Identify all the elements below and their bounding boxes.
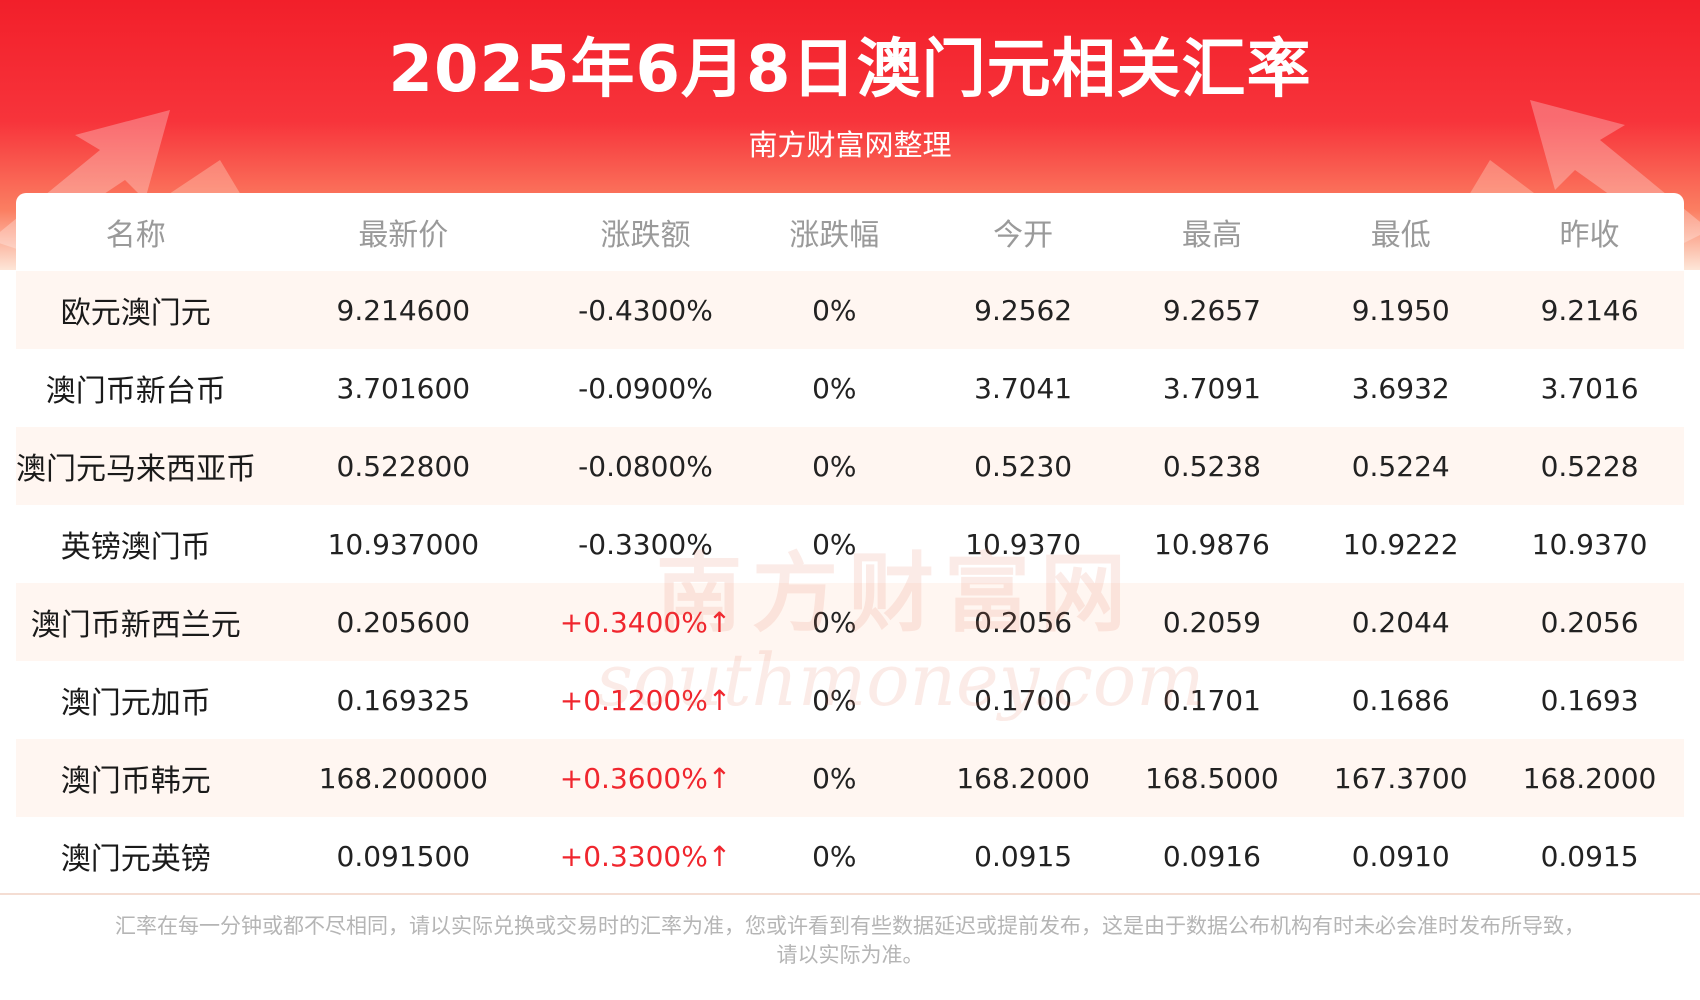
prev-close-price: 168.2000: [1522, 761, 1657, 795]
change-percent: 0%: [812, 761, 857, 795]
column-header-low: 最低: [1370, 218, 1431, 253]
column-header-prev-close: 昨收: [1559, 218, 1620, 253]
prev-close-price: 0.5228: [1540, 449, 1639, 483]
change-percent: 0%: [812, 449, 857, 483]
column-header-open: 今开: [993, 218, 1054, 253]
open-price: 0.5230: [974, 449, 1073, 483]
change-percent: 0%: [812, 293, 857, 327]
table-row: 英镑澳门币 10.937000 -0.3300% 0% 10.9370 10.9…: [16, 505, 1684, 583]
open-price: 9.2562: [974, 293, 1073, 327]
table-row: 澳门元英镑 0.091500 +0.3300%↑ 0% 0.0915 0.091…: [16, 817, 1684, 893]
latest-price: 3.701600: [336, 371, 471, 405]
currency-pair-name: 澳门元加币: [60, 686, 211, 721]
disclaimer: 汇率在每一分钟或都不尽相同，请以实际兑换或交易时的汇率为准，您或许看到有些数据延…: [70, 912, 1630, 970]
latest-price: 168.200000: [318, 761, 488, 795]
table-row: 欧元澳门元 9.214600 -0.4300% 0% 9.2562 9.2657…: [16, 271, 1684, 349]
open-price: 0.2056: [974, 605, 1073, 639]
prev-close-price: 0.1693: [1540, 683, 1639, 717]
high-price: 0.5238: [1162, 449, 1261, 483]
open-price: 168.2000: [956, 761, 1090, 795]
column-header-change: 涨跌额: [600, 218, 691, 253]
latest-price: 0.205600: [336, 605, 471, 639]
latest-price: 0.169325: [336, 683, 471, 717]
change-percent: 0%: [812, 527, 857, 561]
prev-close-price: 0.2056: [1540, 605, 1639, 639]
table-row: 澳门币新台币 3.701600 -0.0900% 0% 3.7041 3.709…: [16, 349, 1684, 427]
table-row: 澳门元加币 0.169325 +0.1200%↑ 0% 0.1700 0.170…: [16, 661, 1684, 739]
high-price: 0.2059: [1162, 605, 1261, 639]
high-price: 10.9876: [1154, 527, 1270, 561]
change-amount: -0.0800%: [578, 449, 713, 483]
change-percent: 0%: [812, 683, 857, 717]
open-price: 10.9370: [965, 527, 1082, 561]
rates-table-card: 名称 最新价 涨跌额 涨跌幅 今开 最高 最低 昨收 欧元澳门元 9.21460…: [16, 193, 1684, 893]
change-amount: -0.3300%: [578, 527, 713, 561]
rates-table: 名称 最新价 涨跌额 涨跌幅 今开 最高 最低 昨收 欧元澳门元 9.21460…: [16, 193, 1684, 893]
table-row: 澳门元马来西亚币 0.522800 -0.0800% 0% 0.5230 0.5…: [16, 427, 1684, 505]
open-price: 3.7041: [974, 371, 1073, 405]
open-price: 0.0915: [974, 839, 1073, 873]
low-price: 3.6932: [1351, 371, 1450, 405]
change-amount: -0.0900%: [578, 371, 713, 405]
low-price: 0.2044: [1351, 605, 1450, 639]
currency-pair-name: 澳门币韩元: [60, 764, 211, 799]
change-amount: -0.4300%: [578, 293, 713, 327]
change-amount: +0.1200%↑: [559, 683, 732, 717]
column-header-high: 最高: [1181, 218, 1242, 253]
page-subtitle: 南方财富网整理: [748, 128, 952, 162]
open-price: 0.1700: [974, 683, 1073, 717]
column-header-name: 名称: [105, 218, 166, 253]
low-price: 0.5224: [1351, 449, 1450, 483]
high-price: 9.2657: [1162, 293, 1261, 327]
high-price: 0.1701: [1162, 683, 1261, 717]
currency-pair-name: 澳门币新西兰元: [30, 608, 241, 643]
table-header-row: 名称 最新价 涨跌额 涨跌幅 今开 最高 最低 昨收: [16, 193, 1684, 271]
low-price: 9.1950: [1351, 293, 1450, 327]
column-header-latest: 最新价: [358, 218, 449, 253]
column-header-change-pct: 涨跌幅: [789, 218, 880, 253]
high-price: 0.0916: [1162, 839, 1261, 873]
disclaimer-line-1: 汇率在每一分钟或都不尽相同，请以实际兑换或交易时的汇率为准，您或许看到有些数据延…: [115, 914, 1585, 938]
table-row: 澳门币新西兰元 0.205600 +0.3400%↑ 0% 0.2056 0.2…: [16, 583, 1684, 661]
page-title: 2025年6月8日澳门元相关汇率: [388, 33, 1312, 107]
high-price: 3.7091: [1162, 371, 1261, 405]
latest-price: 9.214600: [336, 293, 471, 327]
change-amount: +0.3600%↑: [559, 761, 732, 795]
currency-pair-name: 英镑澳门币: [60, 530, 211, 565]
prev-close-price: 0.0915: [1540, 839, 1639, 873]
latest-price: 0.091500: [336, 839, 471, 873]
disclaimer-line-2: 请以实际为准。: [776, 943, 924, 967]
latest-price: 0.522800: [336, 449, 471, 483]
currency-pair-name: 欧元澳门元: [60, 296, 211, 331]
change-percent: 0%: [812, 371, 857, 405]
change-amount: +0.3300%↑: [559, 839, 732, 873]
latest-price: 10.937000: [327, 527, 480, 561]
change-percent: 0%: [812, 605, 857, 639]
prev-close-price: 3.7016: [1540, 371, 1639, 405]
low-price: 167.3700: [1333, 761, 1468, 795]
change-amount: +0.3400%↑: [559, 605, 732, 639]
low-price: 0.0910: [1351, 839, 1450, 873]
prev-close-price: 9.2146: [1540, 293, 1639, 327]
prev-close-price: 10.9370: [1531, 527, 1648, 561]
low-price: 10.9222: [1342, 527, 1459, 561]
table-row: 澳门币韩元 168.200000 +0.3600%↑ 0% 168.2000 1…: [16, 739, 1684, 817]
high-price: 168.5000: [1145, 761, 1279, 795]
currency-pair-name: 澳门元英镑: [60, 842, 211, 877]
divider: [0, 893, 1700, 895]
low-price: 0.1686: [1351, 683, 1450, 717]
currency-pair-name: 澳门元马来西亚币: [16, 452, 256, 487]
currency-pair-name: 澳门币新台币: [45, 374, 226, 409]
change-percent: 0%: [812, 839, 857, 873]
